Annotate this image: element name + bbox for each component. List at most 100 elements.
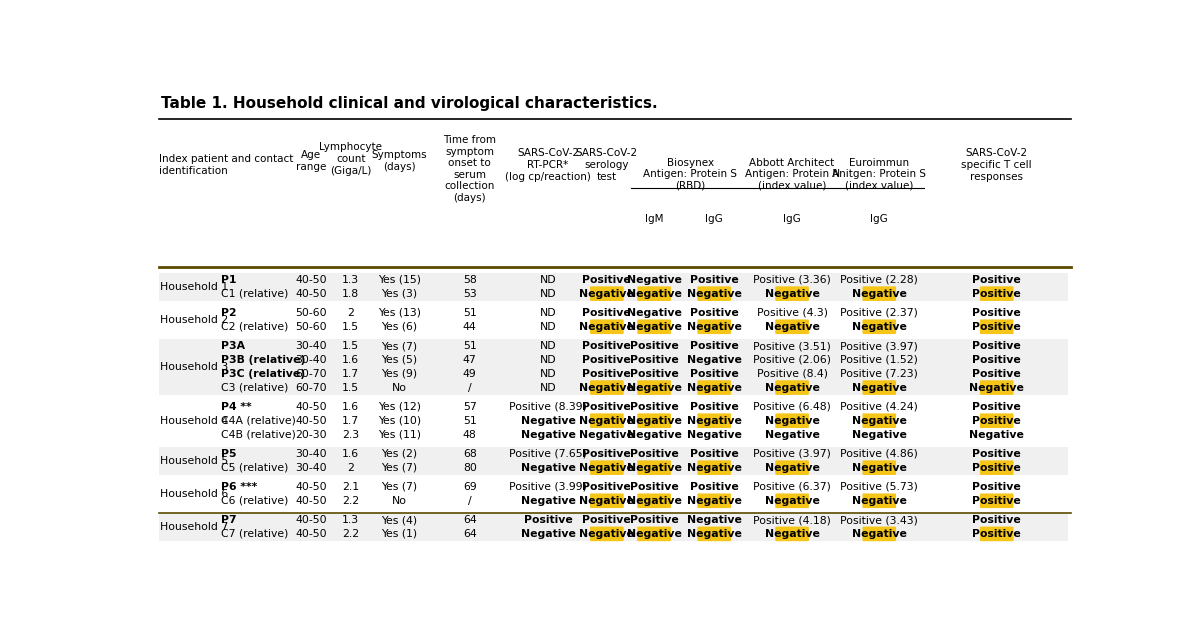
Text: C4B (relative): C4B (relative) <box>221 430 295 440</box>
Text: P7: P7 <box>221 515 236 525</box>
Text: Household 2: Household 2 <box>160 315 228 325</box>
Text: C6 (relative): C6 (relative) <box>221 496 288 506</box>
Bar <box>160 513 1068 527</box>
Text: Negative: Negative <box>626 430 682 440</box>
Text: C4A (relative): C4A (relative) <box>221 415 295 426</box>
Text: Negative: Negative <box>626 415 682 426</box>
Text: /: / <box>468 496 472 506</box>
Text: Positive (4.18): Positive (4.18) <box>754 515 832 525</box>
Text: Positive: Positive <box>972 496 1021 506</box>
Text: Negative: Negative <box>580 322 635 332</box>
Text: Negative: Negative <box>686 383 742 393</box>
FancyBboxPatch shape <box>775 527 809 541</box>
FancyBboxPatch shape <box>697 413 731 428</box>
Text: Positive (3.97): Positive (3.97) <box>754 449 832 459</box>
Text: Negative: Negative <box>852 496 907 506</box>
Text: Household 1: Household 1 <box>160 281 228 292</box>
Text: Positive: Positive <box>630 341 678 351</box>
Text: Positive (8.4): Positive (8.4) <box>756 369 828 379</box>
Text: Positive: Positive <box>972 289 1021 299</box>
Text: Positive: Positive <box>690 275 738 285</box>
Text: 2: 2 <box>347 462 354 473</box>
Text: /: / <box>468 383 472 393</box>
Text: Yes (9): Yes (9) <box>382 369 418 379</box>
Text: 48: 48 <box>463 430 476 440</box>
Text: 1.3: 1.3 <box>342 275 359 285</box>
Text: Positive: Positive <box>690 449 738 459</box>
FancyBboxPatch shape <box>775 460 809 475</box>
Text: Positive: Positive <box>582 308 631 318</box>
FancyBboxPatch shape <box>590 413 624 428</box>
Text: Positive: Positive <box>690 308 738 318</box>
Text: Symptoms
(days): Symptoms (days) <box>372 151 427 172</box>
FancyBboxPatch shape <box>637 527 671 541</box>
FancyBboxPatch shape <box>980 380 1014 395</box>
Text: P3A: P3A <box>221 341 245 351</box>
Text: Negative: Negative <box>521 415 576 426</box>
Text: SARS-CoV-2
RT-PCR*
(log cp/reaction): SARS-CoV-2 RT-PCR* (log cp/reaction) <box>505 149 590 182</box>
Bar <box>160 460 1068 475</box>
Text: Positive (3.97): Positive (3.97) <box>840 341 918 351</box>
Text: Household 6: Household 6 <box>160 489 228 499</box>
Text: Positive (3.99): Positive (3.99) <box>509 482 587 492</box>
Text: C7 (relative): C7 (relative) <box>221 529 288 539</box>
FancyBboxPatch shape <box>697 527 731 541</box>
Text: Household 4: Household 4 <box>160 415 228 426</box>
Text: C3 (relative): C3 (relative) <box>221 383 288 393</box>
Text: 40-50: 40-50 <box>295 275 328 285</box>
Text: Positive: Positive <box>972 341 1021 351</box>
Text: 2: 2 <box>347 308 354 318</box>
Text: 2.2: 2.2 <box>342 529 359 539</box>
Text: Positive: Positive <box>582 341 631 351</box>
Text: Positive: Positive <box>582 449 631 459</box>
Text: 40-50: 40-50 <box>295 402 328 412</box>
Text: 69: 69 <box>463 482 476 492</box>
Text: Negative: Negative <box>521 430 576 440</box>
Text: P3C (relative): P3C (relative) <box>221 369 305 379</box>
Text: Positive: Positive <box>690 482 738 492</box>
FancyBboxPatch shape <box>590 460 624 475</box>
Text: Positive: Positive <box>630 482 678 492</box>
Text: Negative: Negative <box>521 462 576 473</box>
Text: 51: 51 <box>463 341 476 351</box>
Text: SARS-CoV-2
specific T cell
responses: SARS-CoV-2 specific T cell responses <box>961 149 1032 182</box>
Text: Positive: Positive <box>523 515 572 525</box>
Text: 40-50: 40-50 <box>295 529 328 539</box>
Bar <box>160 527 1068 541</box>
Text: Negative: Negative <box>852 289 907 299</box>
Text: Negative: Negative <box>764 322 820 332</box>
Text: Positive: Positive <box>630 402 678 412</box>
FancyBboxPatch shape <box>637 287 671 301</box>
Text: Yes (12): Yes (12) <box>378 402 421 412</box>
Text: 1.5: 1.5 <box>342 383 359 393</box>
FancyBboxPatch shape <box>590 527 624 541</box>
Text: ND: ND <box>540 341 557 351</box>
Text: Table 1. Household clinical and virological characteristics.: Table 1. Household clinical and virologi… <box>161 96 658 111</box>
Text: Negative: Negative <box>686 462 742 473</box>
Text: IgG: IgG <box>784 214 800 224</box>
Text: Negative: Negative <box>686 355 742 365</box>
Text: Yes (3): Yes (3) <box>382 289 418 299</box>
Text: Yes (7): Yes (7) <box>382 462 418 473</box>
Text: 58: 58 <box>463 275 476 285</box>
Text: 40-50: 40-50 <box>295 496 328 506</box>
FancyBboxPatch shape <box>637 380 671 395</box>
FancyBboxPatch shape <box>980 413 1014 428</box>
Text: 68: 68 <box>463 449 476 459</box>
Text: Positive: Positive <box>972 449 1021 459</box>
FancyBboxPatch shape <box>637 493 671 508</box>
Text: 51: 51 <box>463 308 476 318</box>
Text: Negative: Negative <box>686 289 742 299</box>
FancyBboxPatch shape <box>775 319 809 334</box>
Text: Negative: Negative <box>686 322 742 332</box>
Text: SARS-CoV-2
serology
test: SARS-CoV-2 serology test <box>576 149 638 182</box>
FancyBboxPatch shape <box>980 493 1014 508</box>
Text: Positive: Positive <box>972 275 1021 285</box>
Text: No: No <box>392 496 407 506</box>
Text: ND: ND <box>540 289 557 299</box>
Text: Positive: Positive <box>972 415 1021 426</box>
Bar <box>160 447 1068 460</box>
Text: Time from
symptom
onset to
serum
collection
(days): Time from symptom onset to serum collect… <box>443 135 496 203</box>
Text: Positive: Positive <box>972 322 1021 332</box>
Text: Positive: Positive <box>972 402 1021 412</box>
